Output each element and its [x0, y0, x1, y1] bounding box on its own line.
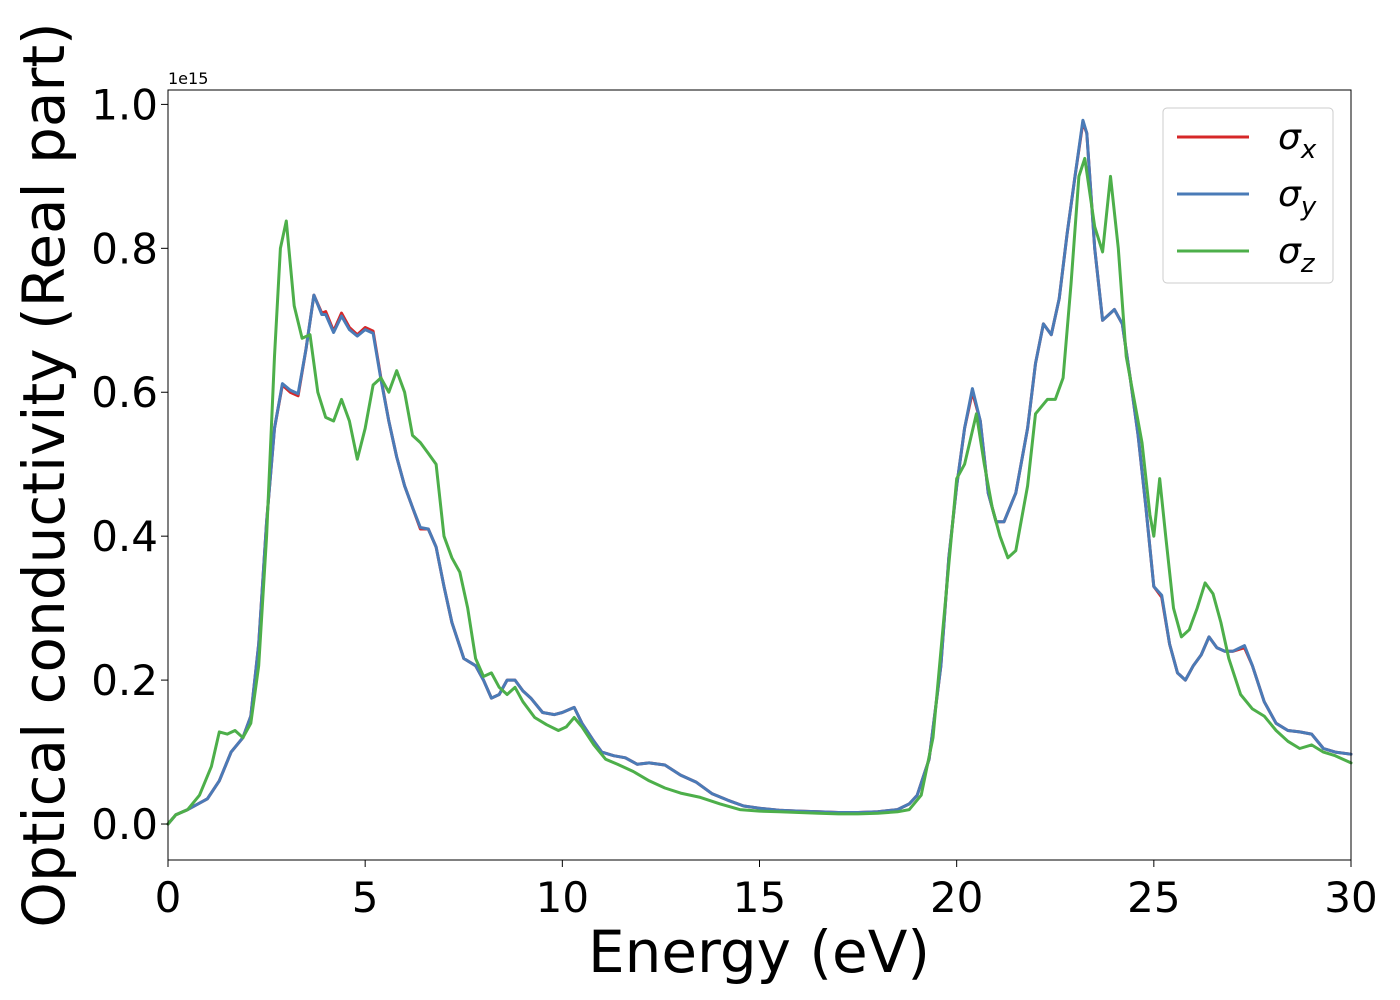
legend-label-z: σz — [1278, 231, 1316, 279]
x-tick-label: 30 — [1324, 873, 1377, 922]
y-axis-title: Optical conductivity (Real part) — [10, 22, 78, 927]
x-tick-label: 20 — [930, 873, 983, 922]
plot-background — [168, 90, 1351, 860]
series-layer — [166, 118, 1353, 826]
series-line-y — [166, 118, 1353, 826]
x-axis-ticks: 0 5 10 15 20 25 30 — [155, 860, 1378, 922]
legend-label-subscript: z — [1300, 249, 1316, 279]
y-tick-label: 0.8 — [91, 224, 158, 273]
y-tick-label: 0.0 — [91, 800, 158, 849]
x-tick-label: 10 — [536, 873, 589, 922]
y-axis-ticks: 0.0 0.2 0.4 0.6 0.8 1.0 — [91, 80, 168, 849]
x-tick-label: 0 — [155, 873, 182, 922]
legend-label-symbol: σ — [1278, 117, 1302, 158]
y-tick-label: 0.6 — [91, 368, 158, 417]
y-tick-label: 0.2 — [91, 656, 158, 705]
y-tick-label: 1.0 — [91, 80, 158, 129]
legend-label-x: σx — [1278, 117, 1317, 165]
legend-label-subscript: y — [1300, 192, 1317, 222]
y-tick-label: 0.4 — [91, 512, 158, 561]
series-line-z — [166, 156, 1353, 826]
plot-frame — [167, 89, 1352, 861]
legend-label-symbol: σ — [1278, 231, 1302, 272]
x-tick-label: 25 — [1127, 873, 1180, 922]
legend-label-y: σy — [1278, 174, 1317, 222]
x-tick-label: 5 — [352, 873, 379, 922]
y-offset-label: 1e15 — [168, 69, 208, 88]
legend-label-subscript: x — [1300, 135, 1317, 165]
x-tick-label: 15 — [733, 873, 786, 922]
legend-label-symbol: σ — [1278, 174, 1302, 215]
x-axis-title: Energy (eV) — [588, 918, 930, 986]
